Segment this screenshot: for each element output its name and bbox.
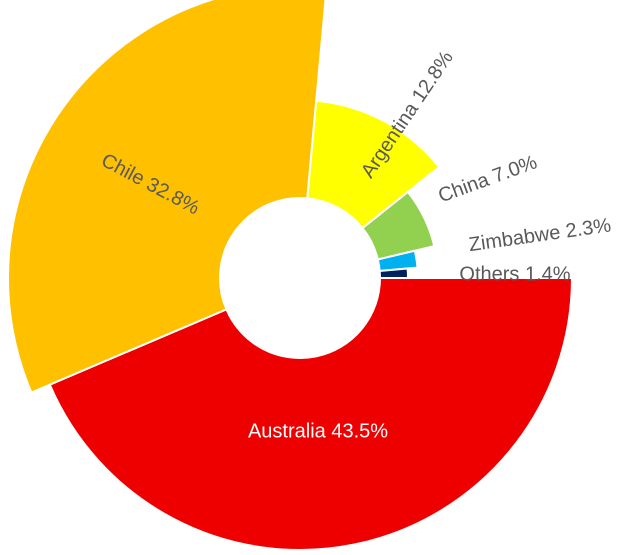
slice-label-zimbabwe: Zimbabwe 2.3% [467,214,612,256]
slice-others [378,267,410,279]
slice-argentina [306,99,441,230]
slice-chile [7,0,327,394]
slice-china [361,190,436,261]
slice-australia [48,277,574,551]
slice-label-australia: Australia 43.5% [248,420,388,442]
slice-label-others: Others 1.4% [459,263,570,285]
slice-label-china: China 7.0% [435,151,540,207]
chart-slices [7,0,574,551]
